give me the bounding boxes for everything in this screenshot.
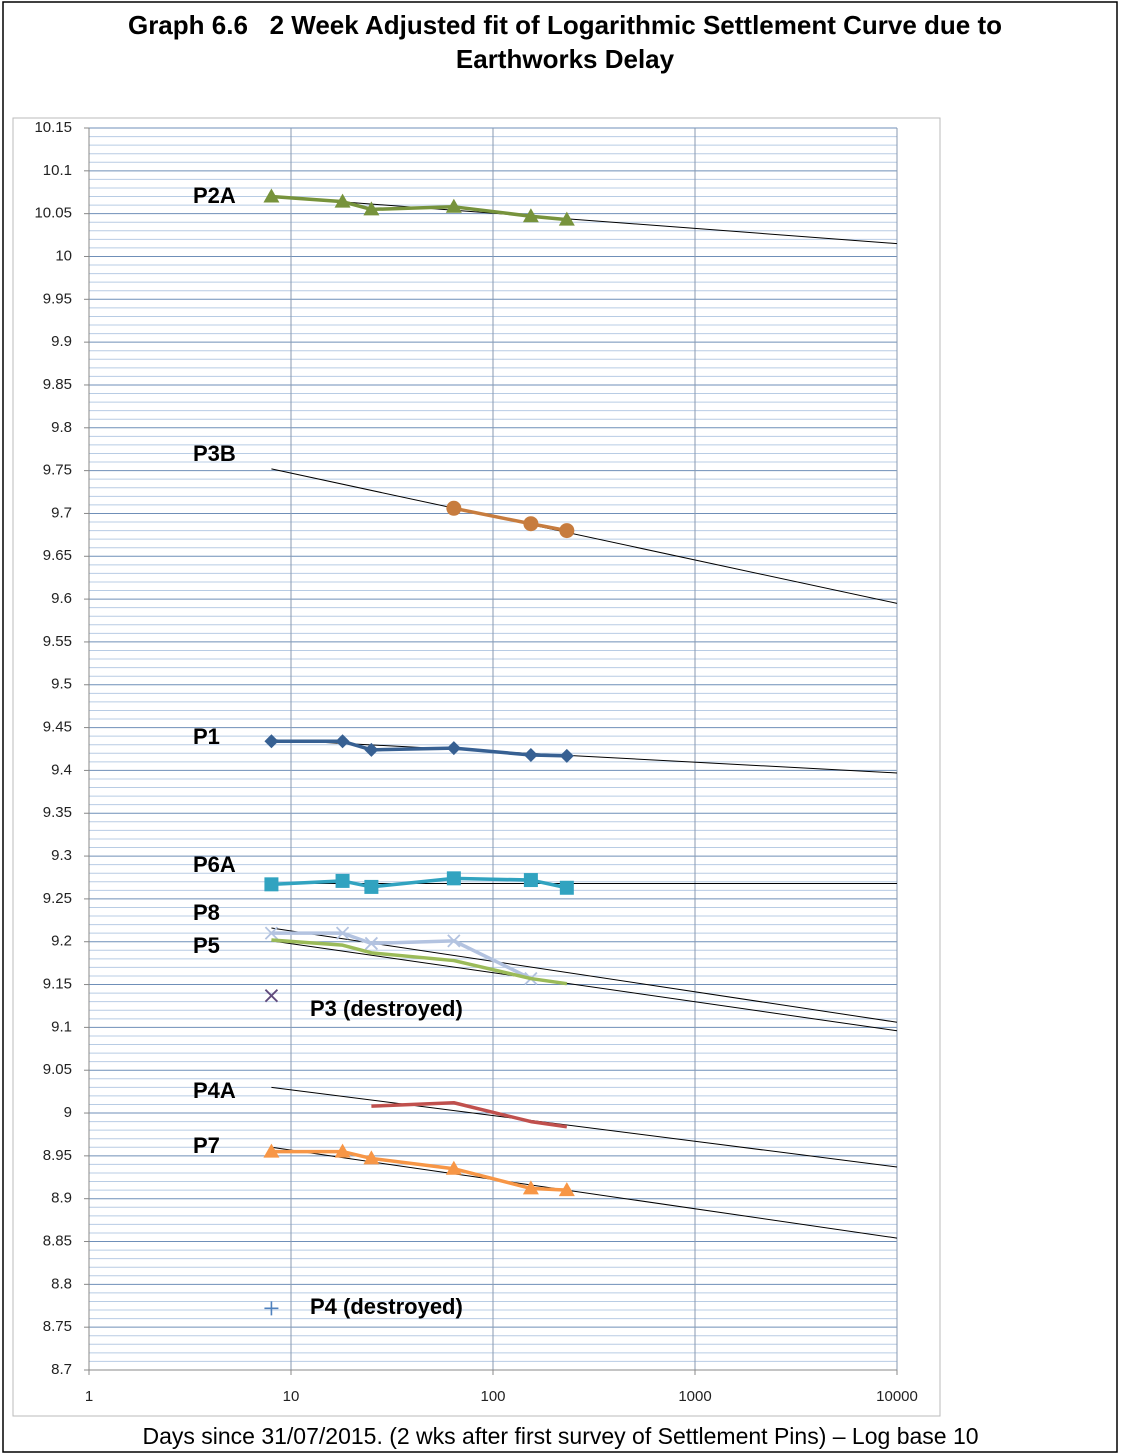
marker (264, 1301, 279, 1316)
series-label: P2A (193, 183, 236, 208)
y-tick-label: 8.7 (51, 1361, 72, 1378)
marker (335, 926, 350, 940)
x-tick-label: 10 (283, 1388, 300, 1405)
trendline (271, 468, 898, 604)
y-tick-label: 9.55 (43, 633, 72, 650)
marker (523, 747, 538, 762)
marker (559, 748, 574, 763)
marker (446, 871, 461, 886)
series-label: P4A (193, 1078, 236, 1103)
x-tick-label: 100 (480, 1388, 505, 1405)
y-tick-label: 9.15 (43, 976, 72, 993)
series-line (271, 194, 567, 222)
y-tick-label: 10.15 (34, 119, 72, 136)
series-label: P3 (destroyed) (310, 996, 463, 1021)
y-tick-label: 9 (64, 1104, 72, 1121)
marker (264, 734, 279, 749)
series-label: P4 (destroyed) (310, 1294, 463, 1319)
y-tick-label: 9.4 (51, 761, 72, 778)
marker (264, 877, 279, 892)
y-tick-label: 9.8 (51, 419, 72, 436)
marker (558, 1182, 575, 1197)
y-tick-label: 9.5 (51, 676, 72, 693)
marker (263, 188, 280, 203)
y-tick-label: 8.8 (51, 1275, 72, 1292)
y-tick-label: 8.95 (43, 1147, 72, 1164)
series-line (371, 1101, 568, 1129)
marker (523, 873, 538, 888)
y-tick-label: 10.05 (34, 205, 72, 222)
series-line (271, 1149, 567, 1192)
marker (363, 201, 380, 216)
series-label: P1 (193, 724, 220, 749)
trendline (271, 1086, 898, 1168)
marker (446, 500, 462, 516)
x-tick-label: 1000 (678, 1388, 711, 1405)
marker (447, 934, 461, 948)
marker (334, 1143, 351, 1158)
y-tick-label: 9.1 (51, 1018, 72, 1035)
trendline (271, 196, 898, 245)
y-tick-label: 9.45 (43, 719, 72, 736)
series-label: P7 (193, 1133, 220, 1158)
x-axis-title: Days since 31/07/2015. (2 wks after firs… (142, 1423, 979, 1449)
series-line (453, 506, 568, 533)
marker (263, 1143, 280, 1158)
y-tick-label: 9.25 (43, 890, 72, 907)
trendline (271, 940, 898, 1032)
marker (522, 208, 539, 223)
y-tick-label: 9.7 (51, 504, 72, 521)
y-tick-label: 9.35 (43, 804, 72, 821)
y-tick-label: 10 (55, 247, 72, 264)
marker (446, 741, 461, 756)
y-tick-label: 9.65 (43, 547, 72, 564)
y-tick-label: 8.85 (43, 1232, 72, 1249)
marker (364, 936, 379, 951)
marker (264, 926, 279, 940)
y-tick-label: 8.75 (43, 1318, 72, 1335)
y-tick-label: 9.6 (51, 590, 72, 607)
y-tick-label: 10.1 (43, 162, 72, 179)
y-tick-label: 9.2 (51, 933, 72, 950)
y-tick-label: 9.85 (43, 376, 72, 393)
series-label: P6A (193, 852, 236, 877)
marker (445, 1160, 462, 1175)
series-line (271, 938, 568, 986)
series-label: P8 (193, 900, 220, 925)
marker (364, 879, 379, 894)
chart-title: Graph 6.6 2 Week Adjusted fit of Logarit… (127, 10, 1010, 74)
chart-frame (12, 117, 941, 1417)
series-label: P3B (193, 441, 236, 466)
marker (559, 880, 574, 895)
marker (522, 1180, 539, 1195)
y-tick-label: 9.05 (43, 1061, 72, 1078)
marker (558, 211, 575, 226)
marker (523, 516, 539, 532)
x-tick-label: 10000 (876, 1388, 918, 1405)
marker (364, 742, 379, 757)
marker (559, 523, 575, 539)
y-tick-label: 9.3 (51, 847, 72, 864)
y-tick-label: 9.9 (51, 333, 72, 350)
marker (335, 873, 350, 888)
marker (335, 734, 350, 749)
trendline (271, 739, 898, 774)
y-tick-label: 8.9 (51, 1190, 72, 1207)
x-tick-label: 1 (85, 1388, 93, 1405)
y-tick-label: 9.75 (43, 462, 72, 479)
marker (445, 198, 462, 213)
marker (363, 1150, 380, 1165)
marker (264, 989, 279, 1003)
marker (334, 193, 351, 208)
y-tick-label: 9.95 (43, 290, 72, 307)
series-label: P5 (193, 933, 220, 958)
